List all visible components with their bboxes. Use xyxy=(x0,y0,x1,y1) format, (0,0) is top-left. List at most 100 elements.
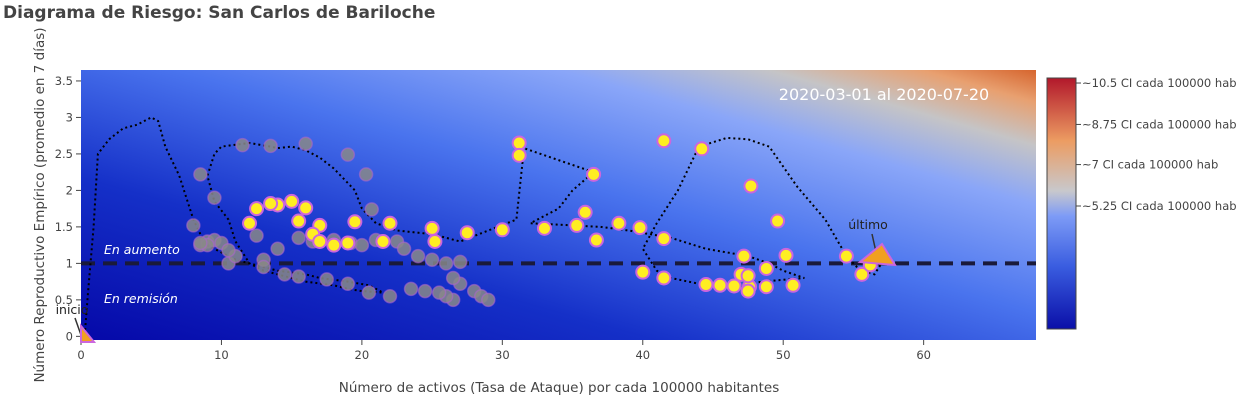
old-data-point xyxy=(319,272,335,287)
recent-data-point xyxy=(770,213,786,229)
recent-data-point xyxy=(632,220,648,236)
y-tick-label: 3 xyxy=(66,110,73,124)
old-data-point xyxy=(403,281,419,297)
y-tick-label: 2.5 xyxy=(55,147,73,161)
recent-data-point xyxy=(569,217,585,233)
x-axis-title: Número de activos (Tasa de Ataque) por c… xyxy=(339,380,780,396)
x-tick-label: 20 xyxy=(355,348,370,362)
recent-data-point xyxy=(459,225,475,241)
old-data-point xyxy=(298,136,313,151)
old-data-point xyxy=(364,202,379,217)
old-data-point xyxy=(382,288,398,304)
x-axis-ticks: 0 10 20 30 40 50 60 xyxy=(77,340,931,362)
recent-data-point xyxy=(298,200,314,216)
recent-data-point xyxy=(656,231,672,247)
old-data-point xyxy=(358,167,374,182)
recent-data-point xyxy=(736,248,752,264)
old-data-point xyxy=(207,190,222,205)
old-data-point xyxy=(481,292,496,308)
x-tick-label: 50 xyxy=(776,348,791,362)
old-data-point xyxy=(291,269,306,284)
colorbar-tick-label: ~10.5 CI cada 100000 hab xyxy=(1082,76,1237,90)
old-data-point xyxy=(445,270,461,286)
recent-data-point xyxy=(698,277,714,293)
old-data-point xyxy=(193,167,208,182)
region-above-label: En aumento xyxy=(104,242,180,257)
y-tick-label: 0.5 xyxy=(55,293,73,307)
recent-data-point xyxy=(249,201,265,217)
recent-data-point xyxy=(694,141,710,157)
old-data-point xyxy=(354,237,370,253)
recent-data-point xyxy=(511,135,527,151)
old-data-point xyxy=(256,259,271,275)
colorbar-tick-label: ~7 CI cada 100000 hab xyxy=(1082,158,1218,172)
old-data-point xyxy=(452,254,468,270)
colorbar-tick-label: ~8.75 CI cada 100000 hab xyxy=(1082,117,1237,131)
recent-points xyxy=(242,133,878,299)
colorbar xyxy=(1046,77,1077,330)
start-annotation: inicio xyxy=(56,302,89,317)
y-axis-title: Número Reproductivo Empírico (promedio e… xyxy=(32,27,48,382)
x-tick-label: 0 xyxy=(77,348,84,362)
recent-data-point xyxy=(743,178,759,194)
recent-data-point xyxy=(577,204,593,220)
recent-data-point xyxy=(588,232,604,248)
recent-data-point xyxy=(656,270,672,286)
old-data-point xyxy=(431,285,447,300)
recent-data-point xyxy=(347,214,363,230)
recent-data-point xyxy=(740,268,756,284)
recent-data-point xyxy=(758,260,774,276)
recent-data-point xyxy=(242,215,258,231)
date-range-label: 2020-03-01 al 2020-07-20 xyxy=(779,85,989,104)
recent-data-point xyxy=(758,279,774,295)
old-data-point xyxy=(221,242,236,258)
recent-data-point xyxy=(854,266,870,282)
start-marker xyxy=(80,323,97,343)
recent-data-point xyxy=(785,277,801,293)
old-data-point xyxy=(417,283,433,299)
y-axis-ticks: 0 0.5 1 1.5 2 2.5 3 3.5 xyxy=(55,74,81,343)
x-tick-label: 40 xyxy=(635,348,650,362)
old-data-point xyxy=(193,235,208,251)
end-marker xyxy=(857,242,897,267)
chart-title: Diagrama de Riesgo: San Carlos de Barilo… xyxy=(3,3,436,23)
recent-data-point xyxy=(838,248,854,264)
recent-data-point xyxy=(778,247,794,263)
y-tick-label: 1 xyxy=(66,256,73,270)
plot-background xyxy=(81,70,1036,340)
old-data-point xyxy=(186,218,201,233)
x-tick-label: 10 xyxy=(214,348,229,362)
old-data-point xyxy=(438,256,454,271)
recent-data-point xyxy=(284,193,300,209)
old-data-point xyxy=(263,138,278,154)
old-data-point xyxy=(410,248,426,264)
recent-data-point xyxy=(263,196,279,212)
recent-data-point xyxy=(494,222,510,238)
recent-data-point xyxy=(586,166,602,182)
recent-data-point xyxy=(382,215,398,231)
old-data-point xyxy=(340,147,356,162)
old-data-point xyxy=(249,228,264,243)
end-annotation: último xyxy=(848,217,888,232)
recent-data-point xyxy=(536,220,552,236)
recent-data-point xyxy=(511,147,527,163)
recent-data-point xyxy=(656,133,672,149)
y-tick-label: 2 xyxy=(66,183,73,197)
recent-data-point xyxy=(424,220,440,236)
old-data-point xyxy=(340,276,356,292)
recent-data-point xyxy=(726,278,742,294)
old-data-point xyxy=(361,285,377,300)
colorbar-ticks: ~10.5 CI cada 100000 hab ~8.75 CI cada 10… xyxy=(1076,76,1237,213)
recent-data-point xyxy=(740,283,756,299)
recent-data-point xyxy=(340,235,356,251)
old-data-point xyxy=(277,267,292,282)
recent-data-point xyxy=(635,264,651,280)
recent-data-point xyxy=(375,233,391,249)
old-data-point xyxy=(270,241,285,257)
x-tick-label: 60 xyxy=(916,348,931,362)
recent-data-point xyxy=(312,233,328,249)
x-tick-label: 30 xyxy=(495,348,510,362)
old-points xyxy=(186,136,496,308)
colorbar-tick-label: ~5.25 CI cada 100000 hab xyxy=(1082,199,1237,213)
